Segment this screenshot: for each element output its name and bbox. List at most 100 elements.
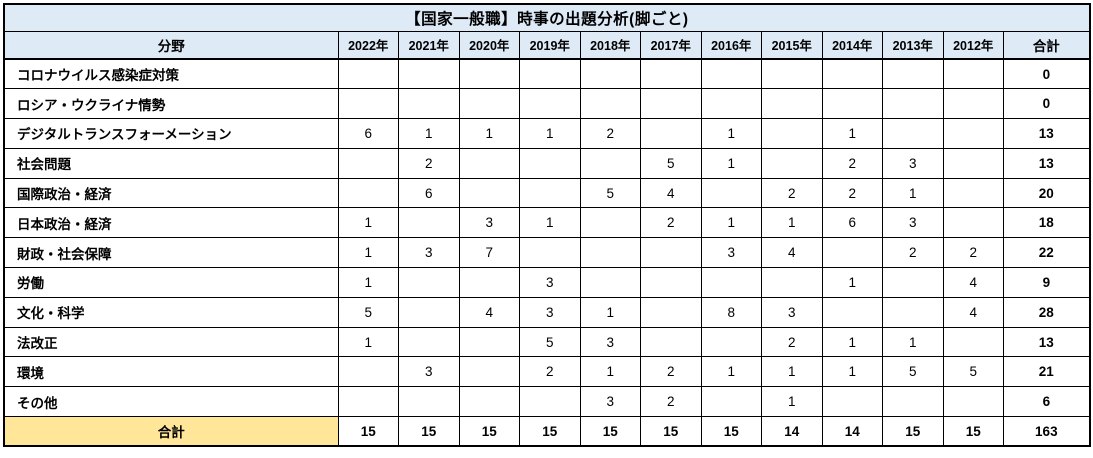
data-cell: [398, 88, 460, 120]
data-cell: [761, 147, 823, 179]
data-cell: 3: [398, 237, 460, 269]
data-cell: [761, 118, 823, 149]
data-cell: [519, 147, 581, 179]
data-cell: 3: [882, 147, 944, 179]
data-cell: 1: [821, 326, 883, 358]
data-cell: 5: [942, 356, 1004, 388]
data-cell: 2: [821, 147, 883, 179]
data-cell: 5: [640, 147, 702, 179]
data-cell: 2: [519, 356, 581, 388]
data-cell: [398, 326, 460, 358]
exam-analysis-table: 【国家一般職】時事の出題分析(脚ごと) 分野 2022年 2021年 2020年 201…: [3, 3, 1091, 448]
data-cell: 3: [458, 207, 520, 239]
column-total-cell: 15: [519, 416, 581, 447]
data-cell: [700, 326, 762, 358]
data-cell: [337, 58, 399, 90]
data-cell: [942, 386, 1004, 418]
table-row: 国際政治・経済 6 5 4 2 2 1 20: [3, 177, 1091, 209]
data-cell: [882, 88, 944, 120]
table-row: コロナウイルス感染症対策 0: [3, 58, 1091, 90]
category-label-cell: 社会問題: [3, 147, 339, 179]
data-cell: [579, 237, 641, 269]
data-cell: 7: [458, 237, 520, 269]
data-cell: [640, 88, 702, 120]
data-cell: [458, 386, 520, 418]
data-cell: [882, 386, 944, 418]
data-cell: [821, 386, 883, 418]
column-header-year: 2014年: [821, 30, 883, 60]
data-cell: [640, 58, 702, 90]
data-cell: 1: [700, 356, 762, 388]
data-cell: [458, 58, 520, 90]
data-cell: 1: [337, 267, 399, 298]
column-total-cell: 14: [821, 416, 883, 447]
data-cell: 4: [761, 237, 823, 269]
data-cell: [700, 58, 762, 90]
data-cell: 2: [821, 177, 883, 209]
data-cell: 4: [458, 296, 520, 328]
data-cell: [640, 118, 702, 149]
data-cell: [579, 58, 641, 90]
data-cell: 5: [519, 326, 581, 358]
data-cell: [579, 147, 641, 179]
data-cell: 2: [640, 207, 702, 239]
data-cell: 1: [821, 356, 883, 388]
data-cell: [458, 356, 520, 388]
column-header-year: 2015年: [761, 30, 823, 60]
data-cell: 2: [640, 356, 702, 388]
column-header-year: 2012年: [942, 30, 1004, 60]
data-cell: 1: [337, 237, 399, 269]
table-row: ロシア・ウクライナ情勢 0: [3, 88, 1091, 120]
data-cell: [640, 237, 702, 269]
data-cell: 2: [761, 326, 823, 358]
column-header-field: 分野: [3, 30, 339, 60]
data-cell: 1: [458, 118, 520, 149]
data-cell: 1: [519, 207, 581, 239]
data-cell: [519, 88, 581, 120]
data-cell: [458, 267, 520, 298]
row-total-cell: 0: [1002, 88, 1091, 120]
data-cell: 3: [519, 296, 581, 328]
category-label-cell: 法改正: [3, 326, 339, 358]
data-cell: [579, 267, 641, 298]
category-label-cell: 国際政治・経済: [3, 177, 339, 209]
row-total-cell: 20: [1002, 177, 1091, 209]
data-cell: 1: [337, 207, 399, 239]
row-total-cell: 13: [1002, 326, 1091, 358]
row-total-cell: 18: [1002, 207, 1091, 239]
data-cell: 5: [579, 177, 641, 209]
data-cell: 1: [579, 356, 641, 388]
column-header-year: 2016年: [700, 30, 762, 60]
data-cell: [337, 88, 399, 120]
category-label-cell: 財政・社会保障: [3, 237, 339, 269]
data-cell: [640, 267, 702, 298]
data-cell: [398, 58, 460, 90]
row-total-cell: 13: [1002, 147, 1091, 179]
data-cell: 1: [882, 326, 944, 358]
column-total-cell: 15: [942, 416, 1004, 447]
column-header-year: 2013年: [882, 30, 944, 60]
column-total-cell: 15: [398, 416, 460, 447]
row-total-cell: 9: [1002, 267, 1091, 298]
category-label-cell: デジタルトランスフォーメーション: [3, 118, 339, 149]
row-total-cell: 0: [1002, 58, 1091, 90]
data-cell: 1: [761, 386, 823, 418]
data-cell: 1: [761, 207, 823, 239]
data-cell: 3: [882, 207, 944, 239]
data-cell: [942, 118, 1004, 149]
table-row: その他 3 2 1 6: [3, 386, 1091, 418]
category-label-cell: 労働: [3, 267, 339, 298]
column-total-cell: 14: [761, 416, 823, 447]
row-total-cell: 22: [1002, 237, 1091, 269]
data-cell: [337, 147, 399, 179]
data-cell: 4: [942, 296, 1004, 328]
data-cell: [700, 267, 762, 298]
column-total-cell: 15: [579, 416, 641, 447]
data-cell: 4: [640, 177, 702, 209]
data-cell: 2: [398, 147, 460, 179]
column-header-total: 合計: [1002, 30, 1091, 60]
data-cell: 3: [761, 296, 823, 328]
data-cell: 3: [579, 326, 641, 358]
data-cell: [942, 88, 1004, 120]
